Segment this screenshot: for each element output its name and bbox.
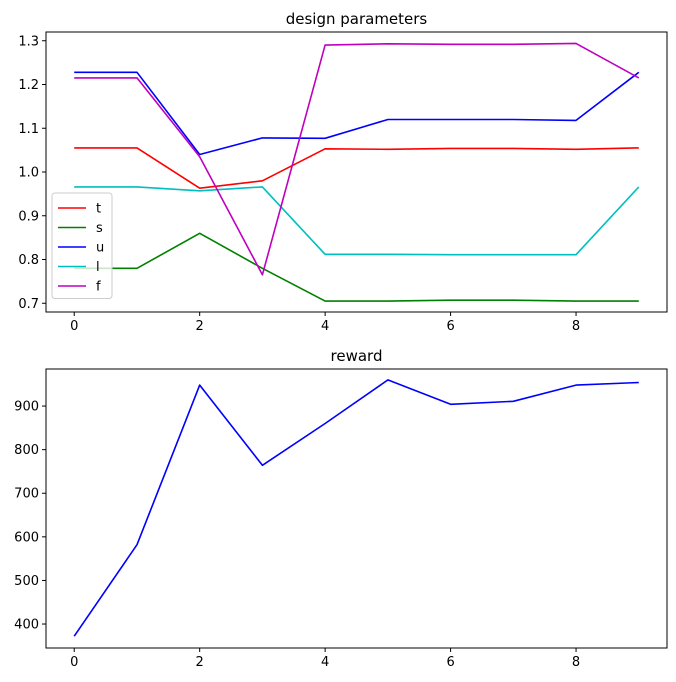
legend-label-l: l <box>96 260 100 275</box>
plot-area-frame <box>45 368 668 649</box>
series-line-l <box>74 186 640 256</box>
y-tick-label: 900 <box>14 400 39 415</box>
legend-box <box>51 192 113 299</box>
y-tick-label: 0.8 <box>18 253 39 268</box>
x-tick-label: 6 <box>446 319 454 334</box>
y-tick-label: 0.9 <box>18 209 39 224</box>
series-line-f <box>74 42 640 276</box>
x-tick-label: 6 <box>446 655 454 670</box>
y-tick-label: 0.7 <box>18 297 39 312</box>
legend-label-f: f <box>96 280 101 295</box>
y-tick-label: 1.1 <box>18 122 39 137</box>
y-tick-label: 400 <box>14 618 39 633</box>
y-tick-label: 800 <box>14 443 39 458</box>
x-tick-label: 4 <box>321 319 329 334</box>
series-line-u <box>74 71 640 156</box>
series-line-s <box>74 232 639 302</box>
design-parameters-chart: design parameters 0 2 4 6 8 0.7 0.8 0.9 1.0 1.1 1.… <box>18 10 668 334</box>
x-tick-label: 0 <box>70 655 78 670</box>
y-tick-label: 1.3 <box>18 34 39 49</box>
y-tick-label: 600 <box>14 530 39 545</box>
y-tick-label: 1.2 <box>18 78 39 93</box>
legend-label-u: u <box>96 241 104 256</box>
x-tick-label: 0 <box>70 319 78 334</box>
x-tick-label: 2 <box>196 319 204 334</box>
series-line-reward <box>73 379 639 637</box>
chart-title: design parameters <box>286 10 428 28</box>
x-tick-label: 8 <box>572 319 580 334</box>
y-tick-label: 700 <box>14 487 39 502</box>
x-tick-label: 2 <box>196 655 204 670</box>
legend-label-s: s <box>96 221 103 236</box>
series-line-t <box>74 147 639 189</box>
x-tick-label: 8 <box>572 655 580 670</box>
chart-title: reward <box>331 347 383 365</box>
y-tick-label: 500 <box>14 574 39 589</box>
reward-chart: reward 0 2 4 6 8 400 500 600 700 800 900 <box>14 347 668 670</box>
y-tick-label: 1.0 <box>18 166 39 181</box>
legend-label-t: t <box>96 202 101 217</box>
x-tick-label: 4 <box>321 655 329 670</box>
